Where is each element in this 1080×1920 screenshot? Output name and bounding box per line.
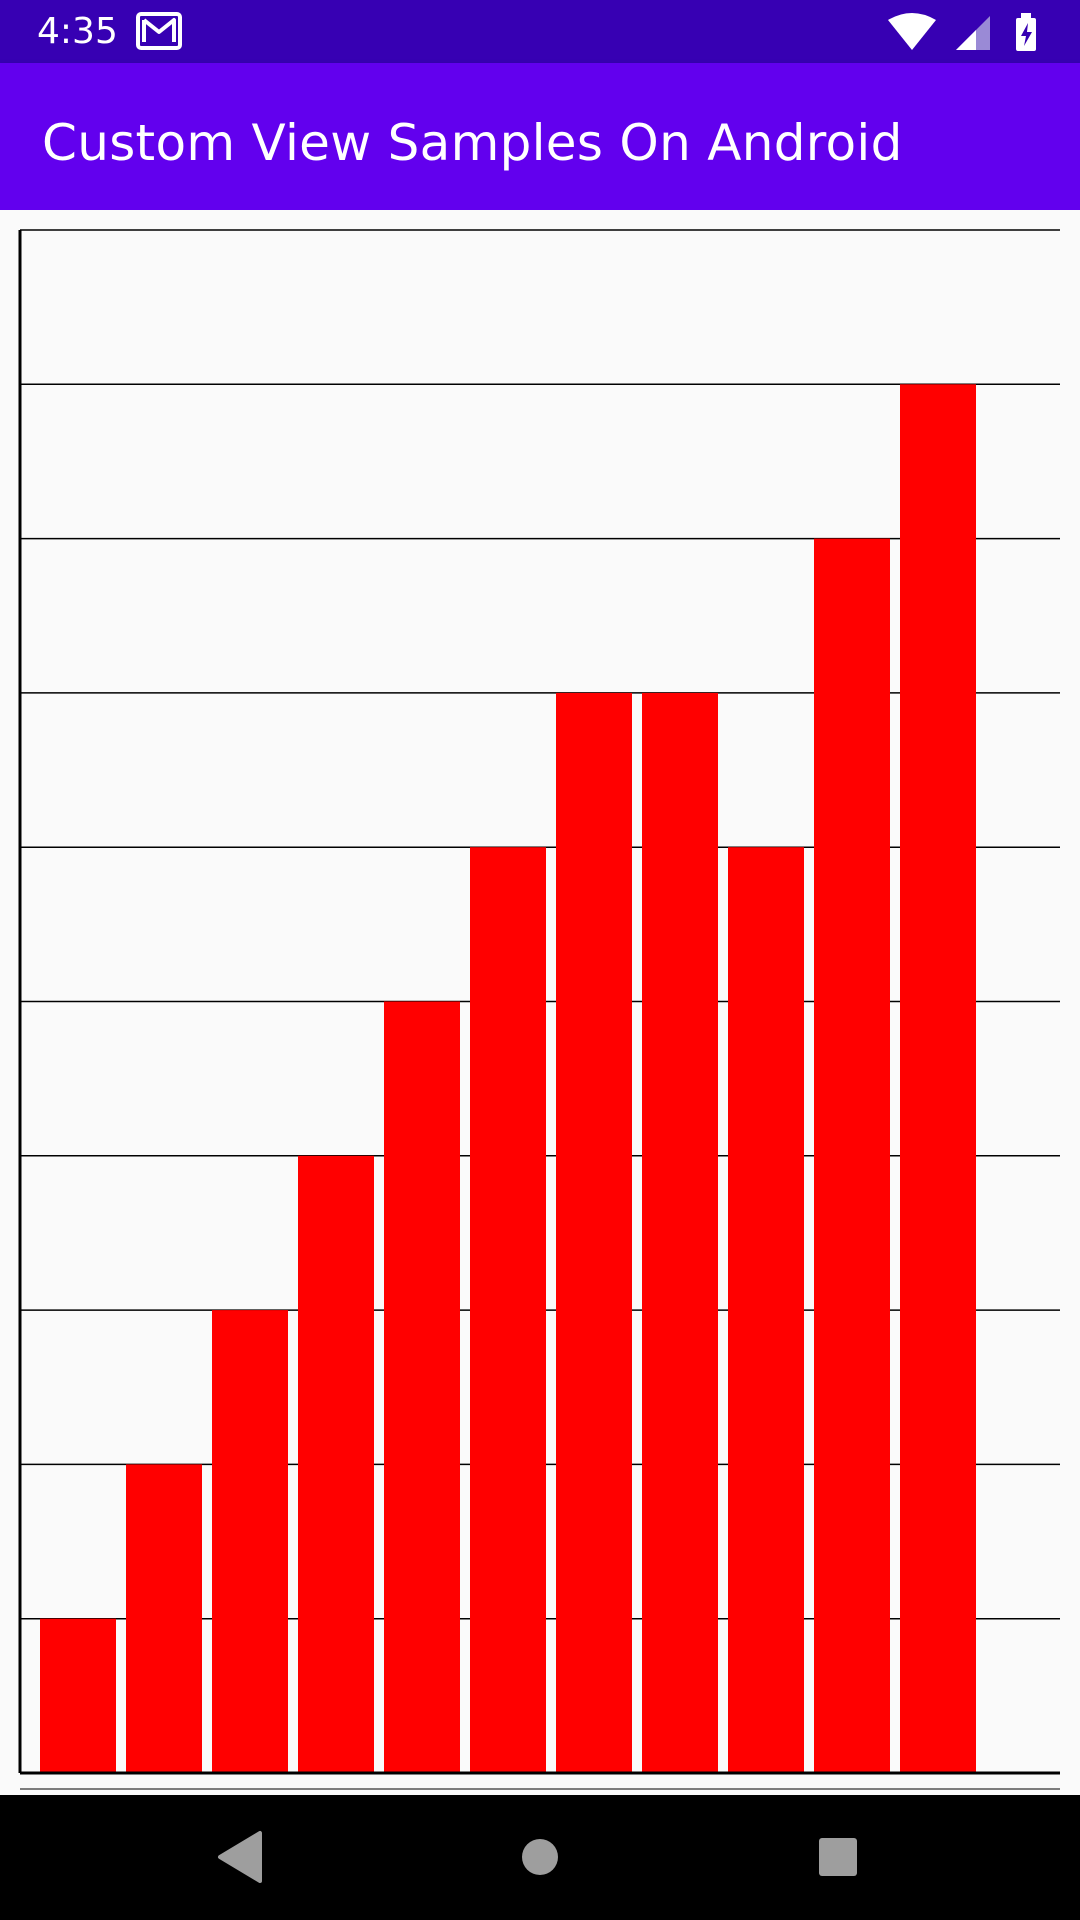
wifi-icon [888, 13, 936, 50]
home-icon[interactable] [508, 1825, 572, 1889]
bar-10 [814, 538, 890, 1773]
bars [40, 384, 976, 1773]
bar-5 [384, 1001, 460, 1773]
bar-7 [556, 692, 632, 1773]
bar-chart-svg [18, 229, 1060, 1790]
bar-6 [470, 847, 546, 1773]
navigation-bar [0, 1795, 1080, 1920]
bar-chart [0, 210, 1080, 1795]
bar-9 [728, 847, 804, 1773]
battery-charging-icon [1016, 13, 1036, 51]
axes [18, 230, 1060, 1790]
back-icon[interactable] [210, 1825, 274, 1889]
gmail-icon [136, 12, 182, 50]
recents-icon[interactable] [806, 1825, 870, 1889]
bar-11 [900, 384, 976, 1773]
bar-1 [40, 1618, 116, 1773]
status-icons [888, 13, 1036, 51]
status-time: 4:35 [37, 11, 118, 52]
cellular-signal-icon [956, 16, 990, 50]
bar-2 [126, 1464, 202, 1773]
bar-4 [298, 1155, 374, 1773]
app-bar: Custom View Samples On Android [0, 63, 1080, 210]
bar-3 [212, 1310, 288, 1773]
bar-8 [642, 692, 718, 1773]
status-bar: 4:35 [0, 0, 1080, 63]
app-title: Custom View Samples On Android [42, 114, 903, 172]
